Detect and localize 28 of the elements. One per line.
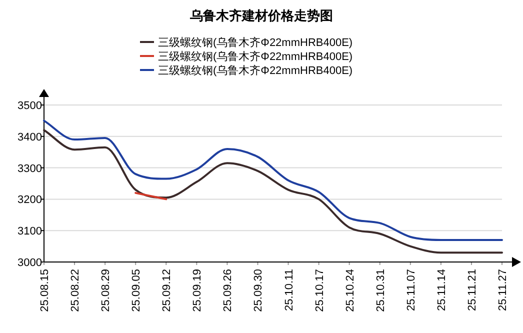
x-tick-label: 25.11.07 bbox=[405, 269, 418, 312]
y-tick-label: 3100 bbox=[18, 226, 42, 238]
legend-label: 三级螺纹钢(乌鲁木齐Φ22mmHRB400E) bbox=[158, 50, 353, 63]
y-tick-label: 3400 bbox=[18, 131, 42, 144]
x-tick-label: 25.10.11 bbox=[283, 269, 296, 312]
line-series bbox=[43, 120, 503, 242]
y-tick-label: 3000 bbox=[18, 257, 42, 269]
y-tick-label: 3500 bbox=[18, 100, 42, 112]
x-tick-label: 25.08.22 bbox=[70, 269, 82, 312]
x-tick-label: 25.09.05 bbox=[130, 269, 143, 312]
x-tick-label: 25.11.14 bbox=[436, 269, 448, 312]
x-tick-label: 25.11.27 bbox=[497, 269, 509, 312]
chart-title: 乌鲁木齐建材价格走势图 bbox=[189, 8, 333, 23]
x-tick-label: 25.09.19 bbox=[192, 269, 204, 312]
x-tick-label: 25.08.29 bbox=[100, 269, 112, 312]
x-tick-label: 25.09.30 bbox=[252, 269, 265, 312]
x-tick-label: 25.09.26 bbox=[222, 269, 234, 312]
x-tick-label: 25.11.21 bbox=[466, 269, 478, 312]
x-tick-label: 25.09.12 bbox=[161, 269, 174, 312]
x-tick-label: 25.10.24 bbox=[344, 269, 356, 312]
y-tick-label: 3200 bbox=[18, 194, 42, 206]
legend-label: 三级螺纹钢(乌鲁木齐Φ22mmHRB400E) bbox=[158, 64, 353, 77]
line-series bbox=[43, 129, 503, 254]
x-tick-label: 25.10.17 bbox=[314, 269, 326, 312]
legend-label: 三级螺纹钢(乌鲁木齐Φ22mmHRB400E) bbox=[158, 36, 353, 49]
x-tick-label: 25.10.31 bbox=[374, 269, 387, 312]
x-tick-label: 25.08.15 bbox=[39, 269, 51, 312]
y-tick-label: 3300 bbox=[18, 162, 42, 175]
